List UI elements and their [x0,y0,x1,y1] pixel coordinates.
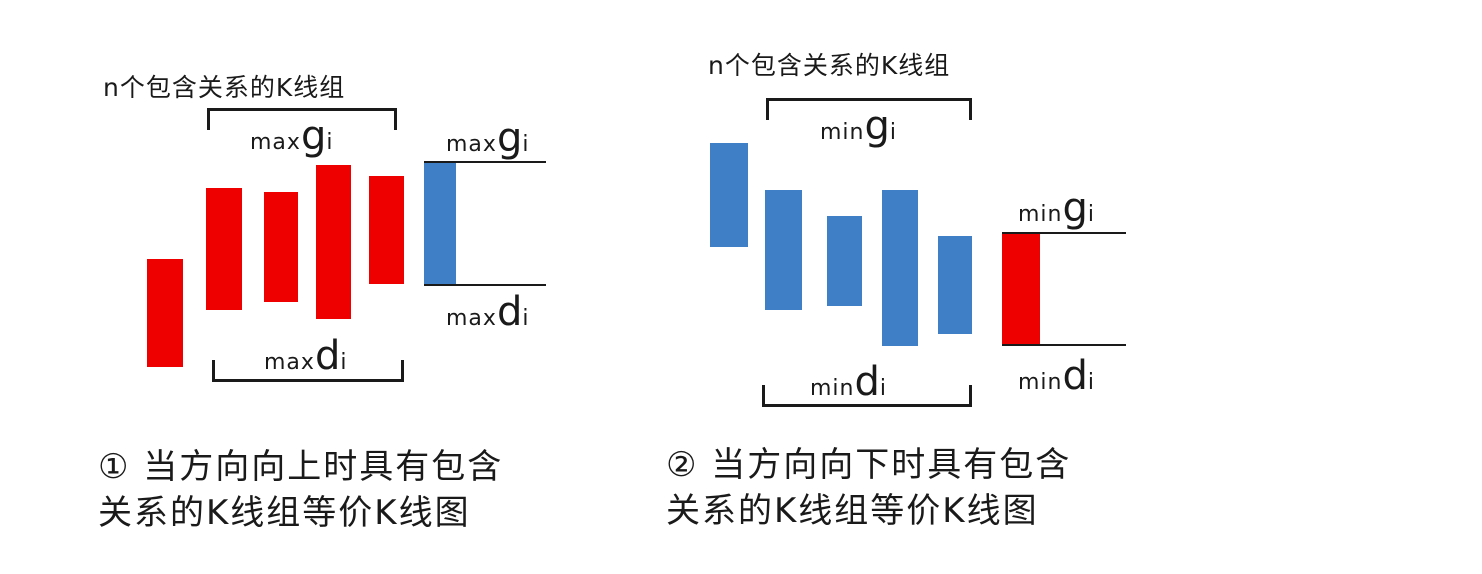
caption-line-1: ① 当方向向上时具有包含 [98,447,504,487]
bracket-top-label: maxgi [250,113,333,159]
caption-line-1: ② 当方向向下时具有包含 [666,445,1072,485]
high-line [1002,232,1126,234]
downward-inclusion-diagram: n个包含关系的K线组 mingi mindi mingi mindi ② 当方向… [640,0,1482,574]
bracket-bottom-label: mindi [810,359,887,405]
caption-line-2: 关系的K线组等价K线图 [666,491,1039,531]
candle-3 [264,192,298,302]
candle-5 [938,236,972,334]
candle-4 [316,165,351,319]
group-title: n个包含关系的K线组 [103,73,346,102]
caption-line-2: 关系的K线组等价K线图 [98,493,471,533]
group-title: n个包含关系的K线组 [708,51,951,80]
candle-1 [710,143,748,247]
equivalent-high-label: mingi [1018,185,1095,231]
upward-inclusion-diagram: n个包含关系的K线组 maxgi maxdi maxgi maxdi ① 当方向… [0,0,640,574]
high-line [424,161,546,163]
equivalent-candle [1002,234,1040,346]
equivalent-candle [424,163,456,284]
low-line [1002,344,1126,346]
candle-2 [206,188,242,310]
equivalent-low-label: maxdi [446,289,529,335]
candle-1 [147,259,183,367]
top-bracket [207,108,397,130]
bracket-top-label: mingi [820,103,897,149]
equivalent-high-label: maxgi [446,115,529,161]
candle-2 [765,190,802,310]
candle-4 [882,190,918,346]
candle-3 [827,216,862,306]
equivalent-low-label: mindi [1018,353,1095,399]
low-line [424,284,546,286]
bracket-bottom-label: maxdi [264,333,347,379]
bottom-bracket [212,360,404,382]
bottom-bracket [762,385,972,407]
top-bracket [766,98,972,120]
candle-5 [369,176,404,284]
